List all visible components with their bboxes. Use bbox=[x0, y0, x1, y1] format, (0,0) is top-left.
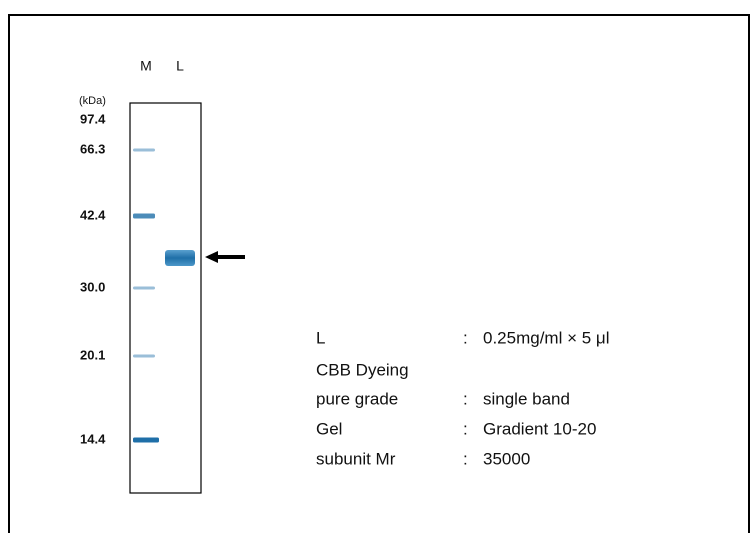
info-sep: : bbox=[463, 389, 468, 408]
gel bbox=[130, 103, 201, 493]
marker-label: 20.1 bbox=[80, 347, 105, 362]
marker-label: 30.0 bbox=[80, 279, 105, 294]
info-sep: : bbox=[463, 449, 468, 468]
info-value: 0.25mg/ml × 5 μl bbox=[483, 328, 610, 347]
marker-label: 66.3 bbox=[80, 141, 105, 156]
marker-label: 14.4 bbox=[80, 431, 106, 446]
lane-label: L bbox=[176, 58, 184, 74]
sample-band bbox=[165, 250, 195, 266]
info-value: Gradient 10-20 bbox=[483, 419, 596, 438]
marker-band bbox=[133, 355, 155, 358]
arrow bbox=[205, 251, 245, 263]
marker-band bbox=[133, 149, 155, 152]
marker-band bbox=[133, 214, 155, 219]
unit-label: (kDa) bbox=[79, 95, 106, 107]
info-value: single band bbox=[483, 389, 570, 408]
figure: (kDa) M L 97.466.342.430.020.114.4L:0.25… bbox=[0, 0, 752, 533]
info-sep: : bbox=[463, 419, 468, 438]
info-key: L bbox=[316, 328, 325, 347]
info-key: subunit Mr bbox=[316, 449, 396, 468]
info-key: pure grade bbox=[316, 389, 398, 408]
info-value: 35000 bbox=[483, 449, 530, 468]
marker-band bbox=[133, 438, 159, 443]
lane-label: M bbox=[140, 58, 152, 74]
info-key: Gel bbox=[316, 419, 342, 438]
marker-label: 97.4 bbox=[80, 111, 106, 126]
info-sep: : bbox=[463, 328, 468, 347]
marker-label: 42.4 bbox=[80, 207, 106, 222]
info-key: CBB Dyeing bbox=[316, 360, 409, 379]
marker-band bbox=[133, 287, 155, 290]
